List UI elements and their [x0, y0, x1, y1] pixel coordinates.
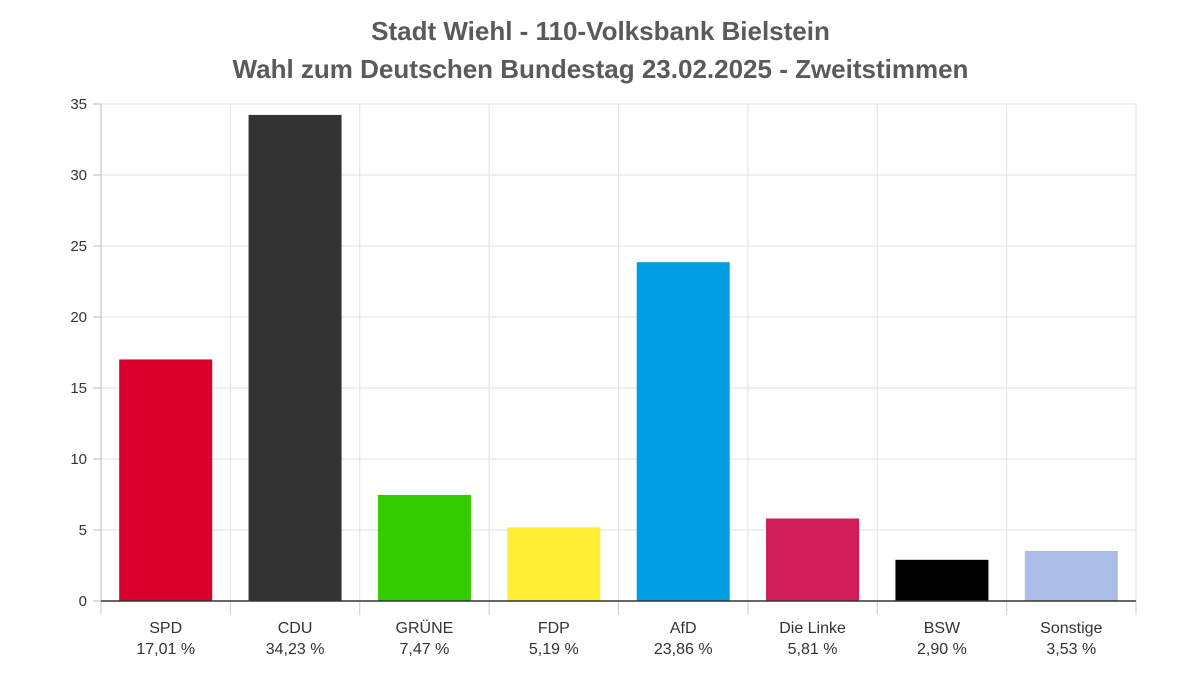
chart-subtitle: Wahl zum Deutschen Bundestag 23.02.2025 …	[232, 54, 969, 84]
x-category-label: CDU	[278, 620, 313, 637]
bar-value-label: 23,86 %	[654, 641, 713, 658]
y-tick-label: 35	[70, 96, 87, 113]
x-category-label: Die Linke	[779, 620, 846, 637]
y-tick-label: 0	[79, 593, 87, 610]
bar-cdu	[248, 114, 342, 602]
x-category-label: Sonstige	[1040, 620, 1102, 637]
bar-value-label: 34,23 %	[266, 641, 325, 658]
x-category-label: BSW	[924, 620, 961, 637]
bar-value-label: 5,81 %	[788, 641, 838, 658]
bar-afd	[636, 262, 730, 601]
x-category-label: GRÜNE	[396, 619, 454, 637]
y-tick-label: 25	[70, 238, 87, 255]
bar-gr-ne	[377, 494, 471, 601]
y-tick-label: 20	[70, 309, 87, 326]
bar-value-label: 17,01 %	[136, 641, 195, 658]
bar-sonstige	[1024, 550, 1118, 601]
bar-value-label: 5,19 %	[529, 641, 579, 658]
y-tick-label: 30	[70, 167, 87, 184]
bar-die-linke	[766, 518, 860, 601]
bar-spd	[119, 359, 213, 601]
bar-bsw	[895, 559, 989, 601]
bar-value-label: 3,53 %	[1046, 641, 1096, 658]
bar-value-label: 7,47 %	[400, 641, 450, 658]
x-category-label: AfD	[670, 620, 697, 637]
x-category-label: FDP	[538, 620, 570, 637]
chart-title: Stadt Wiehl - 110-Volksbank Bielstein	[371, 16, 830, 46]
bar-value-label: 2,90 %	[917, 641, 967, 658]
y-tick-label: 15	[70, 380, 87, 397]
x-category-label: SPD	[149, 620, 182, 637]
bar-fdp	[507, 527, 601, 601]
y-tick-label: 10	[70, 451, 87, 468]
y-tick-label: 5	[79, 522, 87, 539]
